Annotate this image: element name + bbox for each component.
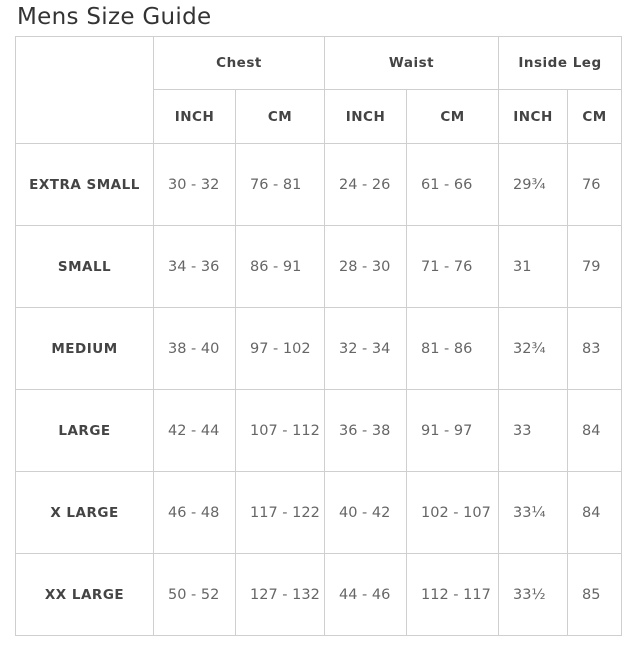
leg-cm-header: CM: [567, 89, 622, 144]
leg-cm-cell: 83: [567, 307, 622, 390]
size-label: XX LARGE: [15, 553, 154, 636]
inside-leg-header: Inside Leg: [498, 36, 622, 90]
waist-cm-cell: 112 - 117: [406, 553, 499, 636]
size-label: SMALL: [15, 225, 154, 308]
waist-in-cell: 36 - 38: [324, 389, 407, 472]
leg-cm-cell: 84: [567, 471, 622, 554]
leg-cm-cell: 84: [567, 389, 622, 472]
chest-in-cell: 38 - 40: [153, 307, 236, 390]
chest-in-cell: 30 - 32: [153, 143, 236, 226]
leg-in-cell: 32¾: [498, 307, 568, 390]
chest-cm-cell: 127 - 132: [235, 553, 325, 636]
waist-in-cell: 44 - 46: [324, 553, 407, 636]
waist-cm-cell: 102 - 107: [406, 471, 499, 554]
chest-cm-cell: 107 - 112: [235, 389, 325, 472]
chest-cm-cell: 76 - 81: [235, 143, 325, 226]
size-label: LARGE: [15, 389, 154, 472]
leg-in-cell: 33: [498, 389, 568, 472]
size-label: X LARGE: [15, 471, 154, 554]
table-row: SMALL 34 - 36 86 - 91 28 - 30 71 - 76 31 79: [15, 225, 622, 308]
size-label: EXTRA SMALL: [15, 143, 154, 226]
table-row: X LARGE 46 - 48 117 - 122 40 - 42 102 - 107 3…: [15, 471, 622, 554]
table-row: XX LARGE 50 - 52 127 - 132 44 - 46 112 - 117…: [15, 553, 622, 636]
chest-header: Chest: [153, 36, 325, 90]
leg-in-cell: 31: [498, 225, 568, 308]
waist-cm-header: CM: [406, 89, 499, 144]
waist-cm-cell: 81 - 86: [406, 307, 499, 390]
chest-in-cell: 34 - 36: [153, 225, 236, 308]
waist-in-cell: 32 - 34: [324, 307, 407, 390]
chest-in-cell: 46 - 48: [153, 471, 236, 554]
waist-in-cell: 40 - 42: [324, 471, 407, 554]
table-row: EXTRA SMALL 30 - 32 76 - 81 24 - 26 61 - 66 2…: [15, 143, 622, 226]
chest-cm-header: CM: [235, 89, 325, 144]
chest-cm-cell: 86 - 91: [235, 225, 325, 308]
chest-in-cell: 42 - 44: [153, 389, 236, 472]
waist-in-cell: 28 - 30: [324, 225, 407, 308]
waist-inch-header: INCH: [324, 89, 407, 144]
chest-inch-header: INCH: [153, 89, 236, 144]
leg-inch-header: INCH: [498, 89, 568, 144]
leg-cm-cell: 76: [567, 143, 622, 226]
size-header-empty: [15, 36, 154, 144]
leg-in-cell: 29¾: [498, 143, 568, 226]
size-label: MEDIUM: [15, 307, 154, 390]
leg-in-cell: 33½: [498, 553, 568, 636]
size-guide-table: Chest Waist Inside Leg INCH CM INCH CM I…: [15, 36, 622, 636]
page-title: Mens Size Guide: [17, 4, 212, 30]
unit-header-row: INCH CM INCH CM INCH CM: [16, 89, 622, 144]
chest-in-cell: 50 - 52: [153, 553, 236, 636]
waist-cm-cell: 61 - 66: [406, 143, 499, 226]
waist-header: Waist: [324, 36, 499, 90]
table-row: LARGE 42 - 44 107 - 112 36 - 38 91 - 97 33 84: [15, 389, 622, 472]
leg-in-cell: 33¼: [498, 471, 568, 554]
leg-cm-cell: 85: [567, 553, 622, 636]
chest-cm-cell: 117 - 122: [235, 471, 325, 554]
table-row: MEDIUM 38 - 40 97 - 102 32 - 34 81 - 86 32¾ 83: [15, 307, 622, 390]
group-header-row: Chest Waist Inside Leg: [15, 36, 622, 144]
leg-cm-cell: 79: [567, 225, 622, 308]
chest-cm-cell: 97 - 102: [235, 307, 325, 390]
waist-in-cell: 24 - 26: [324, 143, 407, 226]
waist-cm-cell: 91 - 97: [406, 389, 499, 472]
waist-cm-cell: 71 - 76: [406, 225, 499, 308]
